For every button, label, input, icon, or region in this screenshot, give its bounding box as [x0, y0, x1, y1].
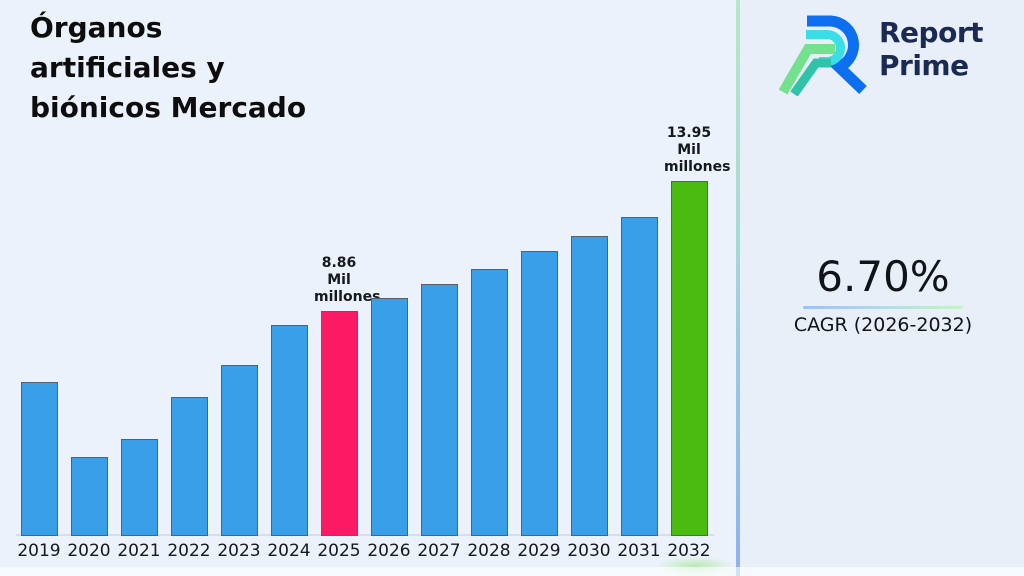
page-title-line: artificiales y [30, 51, 225, 84]
x-axis-label-2032: 2032 [667, 541, 711, 561]
x-axis-label-2020: 2020 [67, 541, 111, 561]
x-axis-label-2019: 2019 [17, 541, 61, 561]
bar-2022 [170, 397, 208, 536]
bar-group-2032: 13.95 Mil millones 2032 [664, 125, 731, 562]
bar-2027 [420, 284, 458, 536]
right-panel-background [740, 0, 1024, 576]
logo-text-line: Prime [879, 49, 969, 82]
logo-text-line: Report [879, 16, 984, 49]
bar-group-2031: 2031 [614, 217, 664, 562]
page-title-line: Órganos [30, 11, 163, 44]
x-axis-label-2023: 2023 [217, 541, 261, 561]
bar-group-2028: 2028 [464, 269, 514, 562]
bar-2020 [70, 457, 108, 536]
bar-2031 [620, 217, 658, 536]
bar-group-2022: 2022 [164, 397, 214, 562]
cagr-label: CAGR (2026-2032) [793, 314, 973, 336]
annotation-line: 13.95 [666, 125, 712, 141]
bar-2028 [470, 269, 508, 536]
cagr-underline [803, 306, 963, 309]
bar-2024 [270, 325, 308, 536]
bar-value-annotation-2025: 8.86 Mil millones [314, 255, 381, 306]
annotation-line: Mil [327, 272, 351, 288]
x-axis-baseline [16, 534, 714, 536]
x-axis-label-2022: 2022 [167, 541, 211, 561]
x-axis-label-2031: 2031 [617, 541, 661, 561]
bar-2032 [670, 181, 708, 536]
bar-2026 [370, 298, 408, 536]
bottom-strip [0, 567, 1024, 576]
x-axis-label-2028: 2028 [467, 541, 511, 561]
page-title-line: biónicos Mercado [30, 91, 307, 124]
report-prime-logo-icon [779, 15, 867, 96]
bar-group-2025: 8.86 Mil millones 2025 [314, 255, 381, 562]
bar-group-2021: 2021 [114, 439, 164, 562]
bar-2030 [570, 236, 608, 536]
x-axis-label-2030: 2030 [567, 541, 611, 561]
x-axis-label-2025: 2025 [317, 541, 361, 561]
page-title: Órganos artificiales y biónicos Mercado [30, 8, 370, 128]
annotation-line: Mil [677, 142, 701, 158]
bar-2025 [320, 311, 358, 536]
report-prime-logo-text: Report Prime [879, 16, 984, 82]
x-axis-label-2029: 2029 [517, 541, 561, 561]
bar-2021 [120, 439, 158, 536]
bar-2023 [220, 365, 258, 536]
bar-2019 [20, 382, 58, 536]
bar-group-2023: 2023 [214, 365, 264, 562]
x-axis-label-2024: 2024 [267, 541, 311, 561]
annotation-line: millones [314, 289, 381, 305]
report-prime-logo: Report Prime [779, 8, 984, 96]
bar-group-2030: 2030 [564, 236, 614, 562]
vertical-gradient-divider [736, 0, 740, 576]
x-axis-label-2021: 2021 [117, 541, 161, 561]
bar-group-2027: 2027 [414, 284, 464, 562]
bar-group-2029: 2029 [514, 251, 564, 562]
bar-group-2026: 2026 [364, 298, 414, 562]
bar-2029 [520, 251, 558, 536]
bar-group-2019: 2019 [14, 382, 64, 562]
bar-value-annotation-2032: 13.95 Mil millones [664, 125, 731, 176]
annotation-line: millones [664, 159, 731, 175]
cagr-value: 6.70% [816, 252, 950, 301]
bars-row: 2019 2020 2021 2022 2023 2024 8.86 Mil millones 2… [14, 125, 731, 562]
annotation-line: 8.86 [321, 255, 357, 271]
x-axis-label-2027: 2027 [417, 541, 461, 561]
bar-group-2024: 2024 [264, 325, 314, 562]
x-axis-label-2026: 2026 [367, 541, 411, 561]
bar-group-2020: 2020 [64, 457, 114, 562]
